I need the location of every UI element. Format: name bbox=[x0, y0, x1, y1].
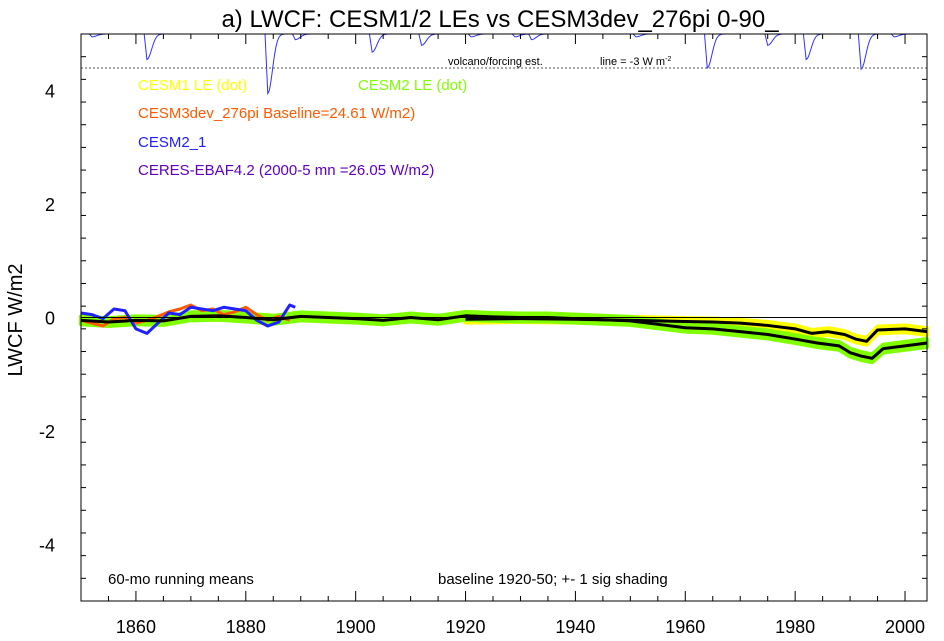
x-tick-label: 2000 bbox=[885, 617, 925, 637]
x-tick-label: 1920 bbox=[446, 617, 486, 637]
y-tick-label: 0 bbox=[45, 309, 55, 329]
x-tick-label: 1900 bbox=[336, 617, 376, 637]
line-annotation: line = -3 W m-2 bbox=[600, 56, 671, 68]
x-tick-label: 1860 bbox=[116, 617, 156, 637]
y-tick-label: -2 bbox=[39, 422, 55, 442]
plot-frame bbox=[80, 33, 928, 602]
x-tick-label: 1940 bbox=[555, 617, 595, 637]
legend-entry-cesm2-1: CESM2_1 bbox=[138, 134, 206, 151]
legend-entry-cesm2-le: CESM2 LE (dot) bbox=[358, 77, 467, 94]
series-5-line bbox=[465, 317, 928, 343]
y-tick-label: 2 bbox=[45, 195, 55, 215]
series-3-line bbox=[80, 303, 296, 335]
volcano-annotation: volcano/forcing est. bbox=[448, 56, 543, 68]
series-2-line bbox=[80, 303, 291, 328]
axes: 1860 1880 1900 1920 1940 1960 1980 2000 -4 -2 0 2 4 bbox=[39, 33, 928, 637]
y-tick-label: -4 bbox=[39, 535, 55, 555]
legend-entry-ceres: CERES-EBAF4.2 (2000-5 mn =26.05 W/m2) bbox=[138, 162, 434, 179]
running-means-note: 60-mo running means bbox=[108, 571, 254, 588]
x-tick-label: 1880 bbox=[226, 617, 266, 637]
legend-entry-cesm3dev: CESM3dev_276pi Baseline=24.61 W/m2) bbox=[138, 105, 415, 122]
baseline-note: baseline 1920-50; +- 1 sig shading bbox=[438, 571, 668, 588]
legend-entry-cesm1-le: CESM1 LE (dot) bbox=[138, 77, 247, 94]
line-annotation-text: line = -3 W m bbox=[600, 56, 665, 68]
legend: CESM1 LE (dot) CESM2 LE (dot) CESM3dev_2… bbox=[138, 77, 467, 179]
chart-title: a) LWCF: CESM1/2 LEs vs CESM3dev_276pi 0… bbox=[221, 6, 779, 33]
y-axis-label: LWCF W/m2 bbox=[5, 264, 27, 377]
x-tick-label: 1960 bbox=[665, 617, 705, 637]
line-annotation-superscript: -2 bbox=[665, 56, 671, 63]
x-tick-label: 1980 bbox=[775, 617, 815, 637]
y-tick-label: 4 bbox=[45, 82, 55, 102]
